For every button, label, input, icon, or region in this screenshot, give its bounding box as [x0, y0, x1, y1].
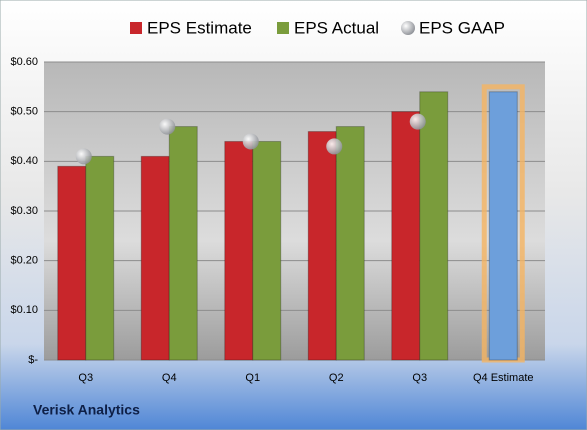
- x-tick-label: Q3: [78, 372, 93, 384]
- gaap-marker: [159, 118, 176, 135]
- bar: [419, 91, 449, 361]
- y-tick-label: $0.30: [10, 205, 38, 217]
- bar: [307, 131, 337, 361]
- legend-marker: [401, 21, 415, 35]
- bar: [168, 126, 198, 361]
- bar: [85, 155, 115, 361]
- x-tick-label: Q2: [329, 372, 344, 384]
- legend-label: EPS Estimate: [147, 18, 252, 37]
- x-tick-label: Q3: [412, 372, 427, 384]
- bar: [57, 165, 87, 361]
- y-tick-label: $0.10: [10, 304, 38, 316]
- bar: [488, 91, 518, 361]
- bar: [335, 126, 365, 361]
- legend-label: EPS GAAP: [419, 18, 505, 37]
- y-tick-label: $-: [28, 354, 38, 366]
- y-tick-label: $0.40: [10, 155, 38, 167]
- y-tick-label: $0.20: [10, 255, 38, 267]
- bar: [140, 155, 170, 361]
- legend-label: EPS Actual: [294, 18, 379, 37]
- x-tick-label: Q4 Estimate: [473, 372, 534, 384]
- gaap-marker: [409, 113, 426, 130]
- x-tick-label: Q1: [245, 372, 260, 384]
- gaap-marker: [75, 148, 92, 165]
- bar: [224, 140, 254, 361]
- bar: [252, 140, 282, 361]
- x-tick-label: Q4: [162, 372, 177, 384]
- y-tick-label: $0.60: [10, 56, 38, 68]
- source: Verisk Analytics: [33, 402, 140, 418]
- bar: [391, 111, 421, 361]
- legend-marker: [130, 22, 142, 34]
- y-tick-label: $0.50: [10, 106, 38, 118]
- legend-marker: [277, 22, 289, 34]
- gaap-marker: [242, 133, 259, 150]
- gaap-marker: [326, 138, 343, 155]
